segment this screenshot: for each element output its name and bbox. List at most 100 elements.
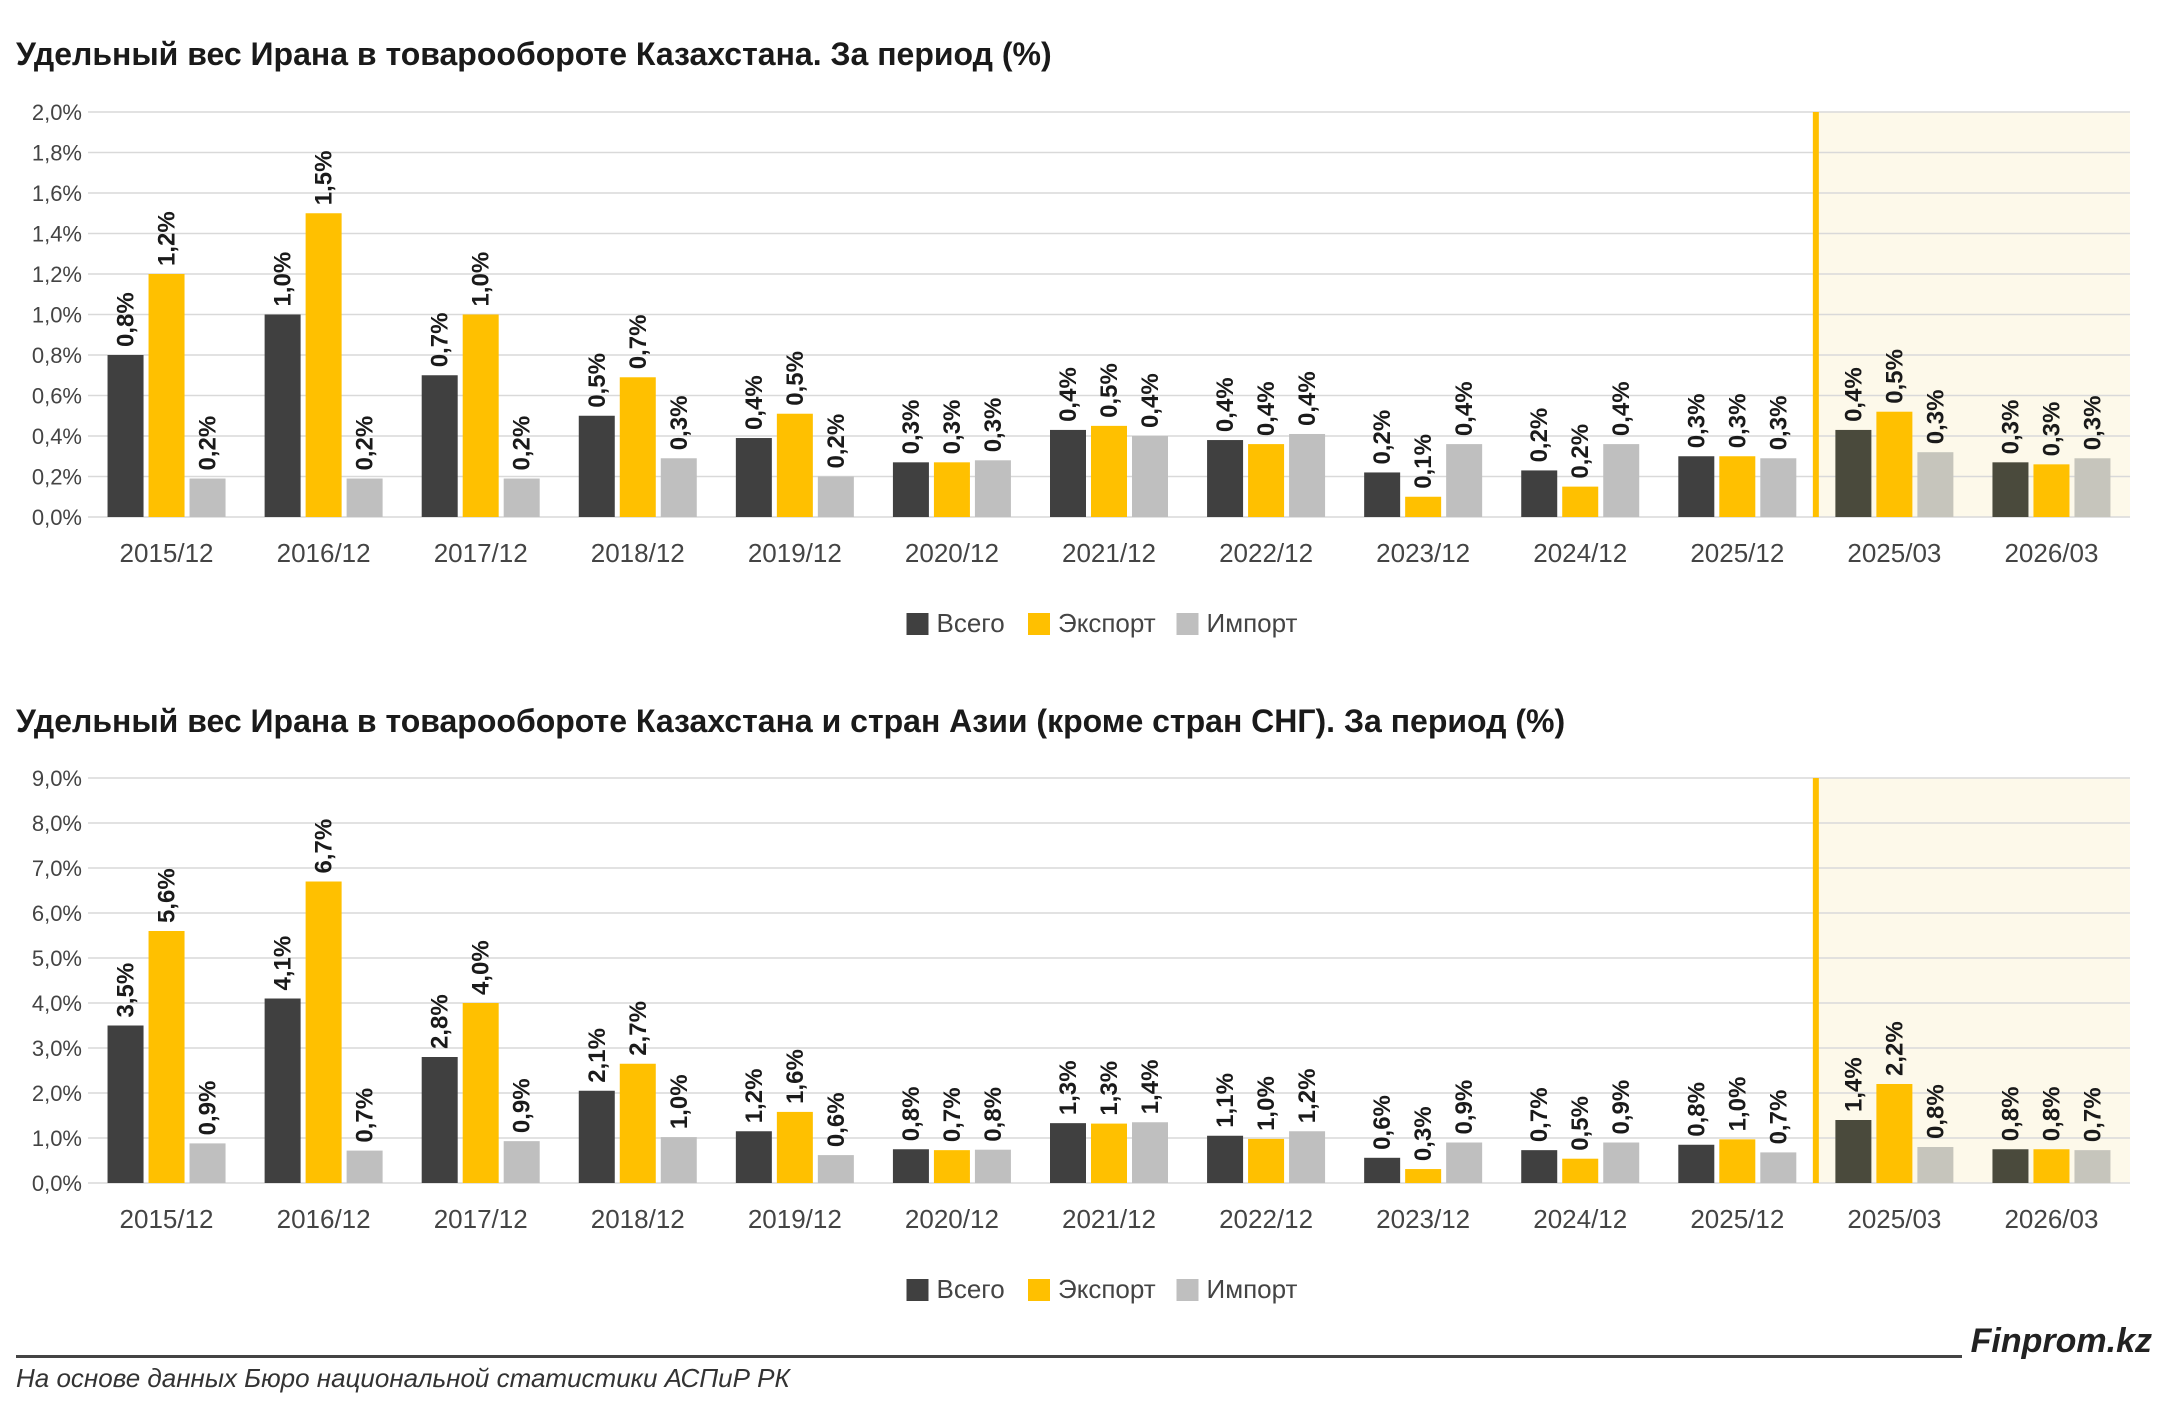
- bar-import: [189, 478, 226, 517]
- y-tick-label: 1,0%: [32, 303, 82, 328]
- data-label-total: 4,1%: [270, 936, 297, 991]
- brand-logo-text[interactable]: Finprom.kz: [1970, 1322, 2152, 1360]
- data-label-export: 5,6%: [154, 868, 181, 923]
- data-label-import: 0,7%: [1765, 1090, 1792, 1145]
- data-label-import: 0,4%: [1451, 381, 1478, 436]
- footer-divider: [16, 1355, 1962, 1358]
- x-tick-label: 2023/12: [1376, 538, 1470, 568]
- legend-swatch-total: [906, 1279, 929, 1301]
- x-tick-label: 2020/12: [905, 1204, 999, 1234]
- data-label-total: 0,4%: [1212, 377, 1239, 432]
- bar-import: [817, 476, 854, 517]
- x-tick-label: 2020/12: [905, 538, 999, 568]
- x-tick-label: 2019/12: [748, 1204, 842, 1234]
- bar-total: [1835, 1120, 1872, 1183]
- bar-export: [1248, 444, 1285, 517]
- data-label-import: 0,2%: [195, 416, 222, 471]
- bar-total: [264, 314, 301, 517]
- x-tick-label: 2016/12: [277, 1204, 371, 1234]
- legend-label-export: Экспорт: [1058, 1274, 1156, 1304]
- bar-import: [1289, 433, 1326, 517]
- y-tick-label: 0,0%: [32, 505, 82, 530]
- y-tick-label: 2,0%: [32, 1081, 82, 1106]
- y-tick-label: 1,2%: [32, 262, 82, 287]
- bar-total: [892, 1149, 929, 1183]
- bar-import: [1603, 444, 1640, 517]
- data-label-import: 0,9%: [509, 1078, 536, 1133]
- data-label-total: 0,2%: [1369, 410, 1396, 465]
- data-label-import: 0,3%: [1765, 396, 1792, 451]
- data-label-import: 0,3%: [666, 396, 693, 451]
- bar-import: [660, 458, 697, 517]
- chart-2-share-in-asia-trade: 0,0% 1,0% 2,0% 3,0% 4,0% 5,0% 6,0% 7,0% 8,0% 9,0%…: [32, 766, 2130, 1304]
- bar-total: [1364, 472, 1401, 517]
- data-label-export: 0,7%: [939, 1087, 966, 1142]
- bar-import: [974, 1149, 1011, 1183]
- bar-total: [892, 462, 929, 517]
- bar-import: [974, 460, 1011, 517]
- data-label-export: 1,6%: [782, 1049, 809, 1104]
- bar-total: [735, 1131, 772, 1183]
- bar-total: [1835, 429, 1872, 517]
- legend-label-import: Импорт: [1207, 608, 1298, 638]
- bar-total: [1521, 470, 1558, 517]
- data-label-export: 0,3%: [2038, 402, 2065, 457]
- bar-total: [1207, 440, 1244, 517]
- bar-total: [735, 438, 772, 517]
- data-label-total: 0,2%: [1526, 408, 1553, 463]
- data-label-total: 0,3%: [898, 400, 925, 455]
- data-label-import: 0,3%: [2079, 396, 2106, 451]
- bar-export: [1719, 1139, 1756, 1183]
- x-tick-label: 2017/12: [434, 538, 528, 568]
- data-label-export: 0,3%: [939, 400, 966, 455]
- bar-total: [421, 375, 458, 517]
- x-tick-label: 2026/03: [2004, 538, 2098, 568]
- legend-swatch-total: [906, 613, 929, 635]
- bar-export: [933, 462, 970, 517]
- y-tick-label: 9,0%: [32, 766, 82, 791]
- bar-import: [1132, 436, 1168, 517]
- data-label-export: 0,5%: [1096, 363, 1123, 418]
- bar-total: [1678, 456, 1715, 517]
- data-label-import: 0,3%: [980, 398, 1007, 453]
- x-tick-label: 2021/12: [1062, 1204, 1156, 1234]
- x-tick-label: 2026/03: [2004, 1204, 2098, 1234]
- bar-total: [107, 1025, 144, 1183]
- x-tick-label: 2016/12: [277, 538, 371, 568]
- y-tick-label: 6,0%: [32, 901, 82, 926]
- bar-export: [1091, 425, 1127, 517]
- bar-total: [1992, 1149, 2029, 1183]
- bar-import: [1446, 1142, 1483, 1183]
- bar-export: [619, 377, 656, 517]
- bar-import: [1917, 452, 1954, 517]
- bar-total: [107, 355, 144, 517]
- data-label-import: 0,4%: [1294, 371, 1321, 426]
- bar-total: [578, 415, 615, 517]
- x-tick-label: 2025/03: [1847, 1204, 1941, 1234]
- bar-import: [1132, 1122, 1168, 1183]
- bar-total: [264, 998, 301, 1183]
- bar-export: [1562, 486, 1599, 517]
- bar-import: [346, 1150, 383, 1183]
- bar-import: [1446, 444, 1483, 517]
- bar-total: [1050, 1123, 1086, 1183]
- legend-swatch-export: [1028, 613, 1050, 635]
- bar-export: [619, 1063, 656, 1183]
- bar-import: [2074, 1150, 2111, 1183]
- data-label-total: 2,8%: [427, 994, 454, 1049]
- data-label-export: 0,4%: [1253, 381, 1280, 436]
- y-tick-label: 0,8%: [32, 343, 82, 368]
- bar-total: [1050, 429, 1086, 517]
- bar-export: [1405, 1169, 1442, 1183]
- x-tick-label: 2022/12: [1219, 538, 1313, 568]
- y-tick-label: 0,4%: [32, 424, 82, 449]
- x-tick-label: 2023/12: [1376, 1204, 1470, 1234]
- data-label-total: 0,8%: [1683, 1082, 1710, 1137]
- bar-export: [1562, 1158, 1599, 1183]
- y-tick-label: 1,4%: [32, 222, 82, 247]
- y-tick-label: 5,0%: [32, 946, 82, 971]
- x-tick-label: 2018/12: [591, 538, 685, 568]
- bar-import: [503, 478, 540, 517]
- x-tick-label: 2024/12: [1533, 1204, 1627, 1234]
- data-label-total: 0,5%: [584, 353, 611, 408]
